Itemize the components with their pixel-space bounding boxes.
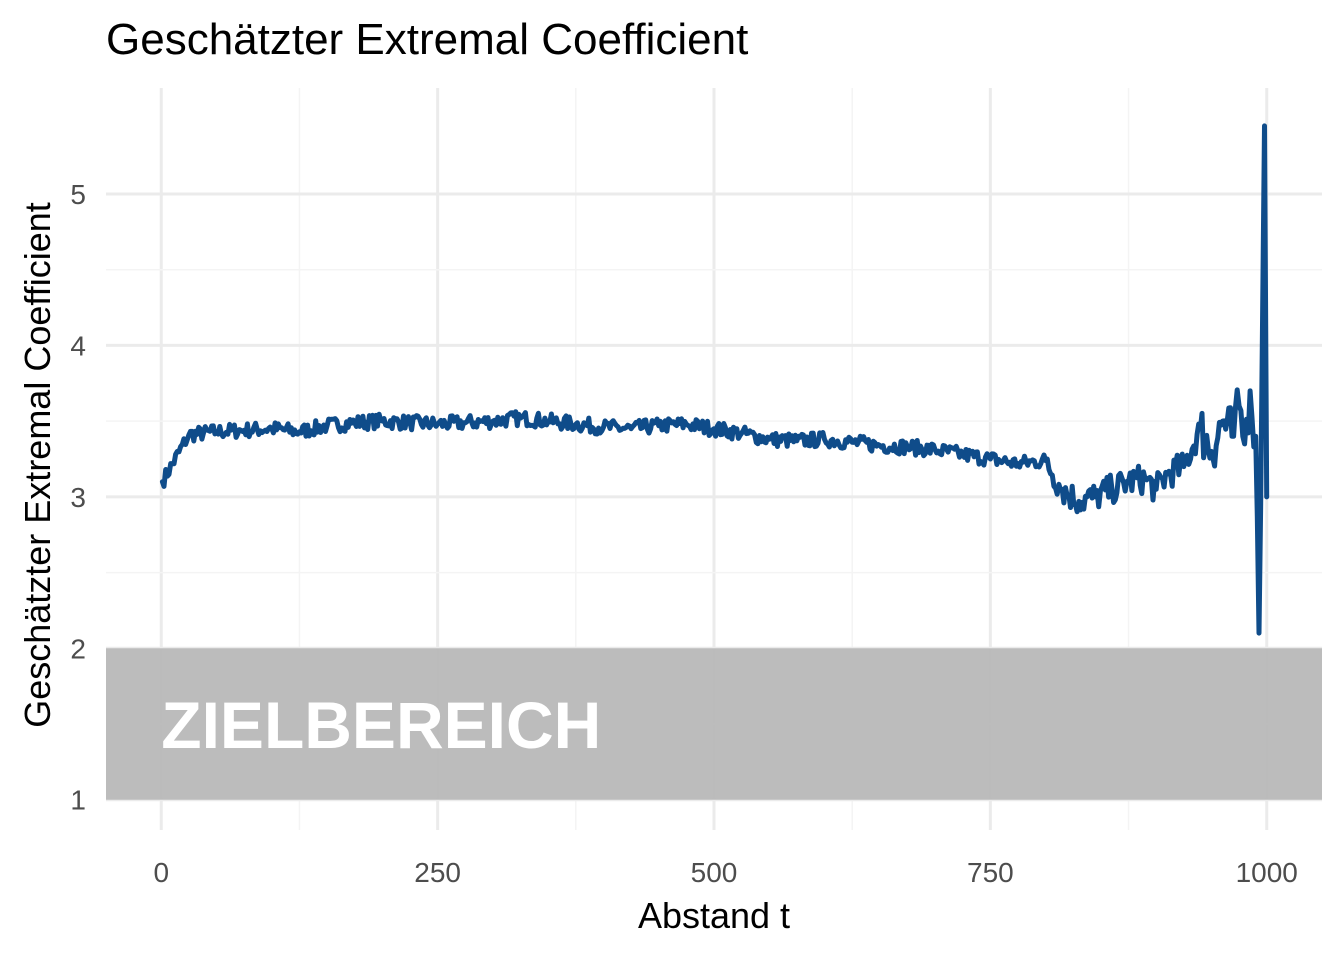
y-tick-label: 3 <box>70 482 86 513</box>
y-tick-labels: 1 2 3 4 5 <box>70 179 86 816</box>
y-tick-label: 4 <box>70 330 86 361</box>
y-tick-label: 1 <box>70 785 86 816</box>
x-axis-title: Abstand t <box>638 895 790 936</box>
x-tick-label: 1000 <box>1236 857 1298 888</box>
x-tick-labels: 0 250 500 750 1000 <box>153 857 1297 888</box>
y-tick-label: 2 <box>70 633 86 664</box>
x-tick-label: 750 <box>967 857 1014 888</box>
y-axis-title: Geschätzter Extremal Coefficient <box>17 202 58 728</box>
series-line <box>159 123 1270 636</box>
x-tick-label: 0 <box>153 857 169 888</box>
chart-title: Geschätzter Extremal Coefficient <box>106 15 748 64</box>
x-tick-label: 500 <box>691 857 738 888</box>
x-tick-label: 250 <box>414 857 461 888</box>
target-band-label: ZIELBEREICH <box>161 688 601 762</box>
y-tick-label: 5 <box>70 179 86 210</box>
target-band <box>106 648 1322 800</box>
